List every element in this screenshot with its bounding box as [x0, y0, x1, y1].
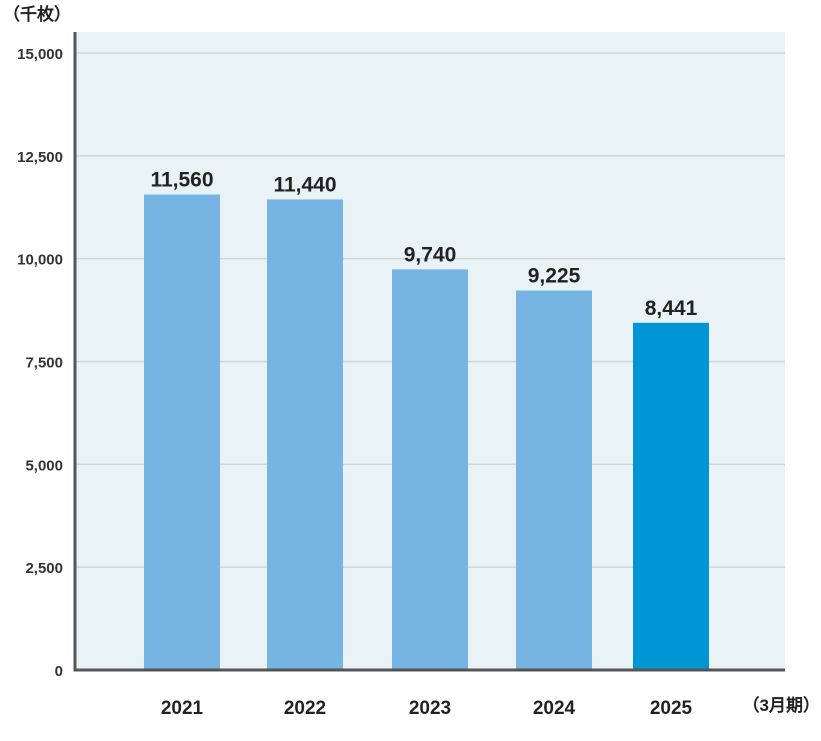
y-tick-label: 12,500: [17, 149, 63, 166]
y-tick-labels: 0 2,500 5,000 7,500 10,000 12,500 15,000: [17, 46, 63, 680]
data-label: 8,441: [645, 297, 698, 320]
x-period-label: （3月期）: [743, 695, 820, 715]
data-label: 9,740: [404, 243, 457, 266]
y-tick-label: 7,500: [25, 355, 63, 372]
bar-2021: [144, 194, 220, 671]
y-tick-label: 0: [55, 663, 63, 680]
data-labels: 11,560 11,440 9,740 9,225 8,441: [150, 168, 697, 319]
bar-2025: [633, 322, 709, 670]
y-tick-label: 10,000: [17, 252, 63, 269]
axes: [73, 32, 785, 672]
y-tick-label: 2,500: [25, 560, 63, 577]
data-label: 11,560: [150, 168, 213, 191]
x-tick-label: 2022: [284, 698, 326, 719]
x-tick-label: 2021: [161, 698, 204, 719]
x-tick-label: 2023: [409, 698, 451, 719]
bar-2022: [267, 199, 343, 670]
bars: [144, 194, 709, 671]
x-tick-label: 2025: [650, 698, 693, 719]
y-tick-label: 5,000: [25, 457, 63, 474]
bar-2024: [516, 290, 592, 670]
bar-2023: [392, 269, 468, 670]
data-label: 9,225: [528, 265, 581, 288]
x-tick-labels: 2021 2022 2023 2024 2025: [161, 698, 693, 719]
data-label: 11,440: [273, 173, 336, 196]
y-tick-label: 15,000: [17, 46, 63, 63]
x-tick-label: 2024: [533, 698, 576, 719]
y-unit-label: （千枚）: [3, 4, 71, 24]
